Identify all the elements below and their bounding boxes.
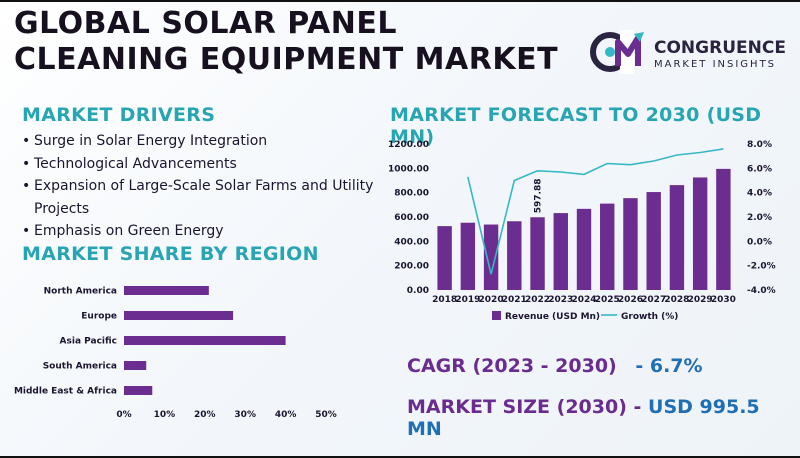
page-title: GLOBAL SOLAR PANEL CLEANING EQUIPMENT MA… <box>14 6 558 78</box>
title-line-2: CLEANING EQUIPMENT MARKET <box>14 42 559 77</box>
revenue-bar <box>692 177 708 290</box>
revenue-bar <box>483 224 499 290</box>
forecast-y-left-tick-label: 600.00 <box>394 213 429 223</box>
region-bar <box>124 361 147 370</box>
region-title: MARKET SHARE BY REGION <box>22 243 319 265</box>
revenue-bar <box>507 221 522 290</box>
revenue-bar <box>576 208 592 290</box>
title-line-1: GLOBAL SOLAR PANEL <box>14 6 397 41</box>
forecast-y-right-tick-label: 4.0% <box>747 189 772 199</box>
logo-name: CONGRUENCE <box>654 38 786 58</box>
forecast-x-tick-label: 2024 <box>571 295 596 305</box>
revenue-bar <box>460 222 476 290</box>
region-label: North America <box>44 287 117 297</box>
forecast-x-tick-label: 2029 <box>688 295 713 305</box>
forecast-x-tick-label: 2020 <box>479 295 504 305</box>
revenue-bar <box>437 226 452 290</box>
revenue-bar <box>669 185 685 290</box>
drivers-title: MARKET DRIVERS <box>22 104 216 126</box>
forecast-y-right-tick-label: -2.0% <box>747 262 776 272</box>
forecast-x-tick-label: 2027 <box>641 295 666 305</box>
forecast-y-left-tick-label: 200.00 <box>394 262 429 272</box>
revenue-bar <box>553 213 568 290</box>
forecast-x-tick-label: 2025 <box>595 295 620 305</box>
revenue-bar <box>646 192 661 290</box>
logo-tagline: MARKET INSIGHTS <box>654 59 777 70</box>
forecast-combo-chart: 0.00 200.00 400.00 600.00 800.00 1000.00 1200.… <box>388 140 776 322</box>
cagr-value: - 6.7% <box>635 355 703 377</box>
forecast-x-tick-label: 2026 <box>618 295 643 305</box>
forecast-y-left-tick-label: 0.00 <box>407 286 429 296</box>
forecast-y-right-tick-label: 6.0% <box>747 164 772 174</box>
forecast-y-left-tick-label: 400.00 <box>394 237 429 247</box>
forecast-y-left-tick-label: 800.00 <box>394 189 429 199</box>
driver-item: Emphasis on Green Energy <box>22 220 392 243</box>
region-bar-chart: North America Europe Asia Pacific South Ame… <box>14 286 337 420</box>
forecast-y-left-tick-label: 1000.00 <box>388 164 429 174</box>
region-bar <box>124 311 234 320</box>
region-bar <box>124 286 209 295</box>
market-size-label: MARKET SIZE (2030) - <box>407 396 642 418</box>
logo-mark-icon <box>590 30 644 74</box>
revenue-bar <box>716 168 731 290</box>
region-x-tick-label: 30% <box>234 410 256 420</box>
forecast-x-tick-label: 2030 <box>711 295 736 305</box>
region-x-tick-label: 10% <box>154 410 176 420</box>
region-label: Middle East & Africa <box>14 387 117 397</box>
forecast-title: MARKET FORECAST TO 2030 (USD MN) <box>390 104 762 148</box>
legend-revenue-label: Revenue (USD Mn) <box>505 312 600 322</box>
region-bar <box>124 386 153 395</box>
region-label: Asia Pacific <box>60 337 117 347</box>
region-x-tick-label: 0% <box>116 410 131 420</box>
region-x-tick-label: 20% <box>194 410 216 420</box>
driver-item: Expansion of Large-Scale Solar Farms and… <box>22 175 392 220</box>
region-label: South America <box>43 362 117 372</box>
forecast-y-left-tick-label: 1200.00 <box>388 140 429 150</box>
forecast-x-tick-label: 2023 <box>548 295 573 305</box>
forecast-y-right-tick-label: -4.0% <box>747 286 776 296</box>
forecast-x-tick-label: 2018 <box>432 295 457 305</box>
forecast-y-right-tick-label: 8.0% <box>747 140 772 150</box>
forecast-x-tick-label: 2019 <box>455 295 480 305</box>
market-size-value: USD 995.5 MN <box>407 396 760 440</box>
forecast-x-tick-label: 2022 <box>525 295 550 305</box>
revenue-data-label: 597.88 <box>534 179 544 214</box>
region-bar <box>124 336 286 345</box>
driver-item: Surge in Solar Energy Integration <box>22 130 392 153</box>
drivers-list: Surge in Solar Energy Integration Techno… <box>22 130 392 243</box>
legend-growth-label: Growth (%) <box>621 312 678 322</box>
cagr-stat: CAGR (2023 - 2030) - 6.7% <box>407 355 703 377</box>
legend-revenue-swatch <box>492 311 501 320</box>
market-size-stat: MARKET SIZE (2030) - USD 995.5 MN <box>407 396 800 440</box>
cagr-label: CAGR (2023 - 2030) <box>407 355 617 377</box>
region-x-tick-label: 50% <box>315 410 337 420</box>
forecast-y-right-tick-label: 0.0% <box>747 237 772 247</box>
revenue-bar <box>530 217 545 290</box>
region-label: Europe <box>81 312 117 322</box>
growth-line <box>467 148 724 275</box>
forecast-x-tick-label: 2028 <box>664 295 689 305</box>
forecast-x-tick-label: 2021 <box>502 295 527 305</box>
region-x-tick-label: 40% <box>275 410 297 420</box>
revenue-bar <box>623 198 638 290</box>
revenue-bar <box>600 203 615 290</box>
forecast-y-right-tick-label: 2.0% <box>747 213 772 223</box>
driver-item: Technological Advancements <box>22 153 392 176</box>
